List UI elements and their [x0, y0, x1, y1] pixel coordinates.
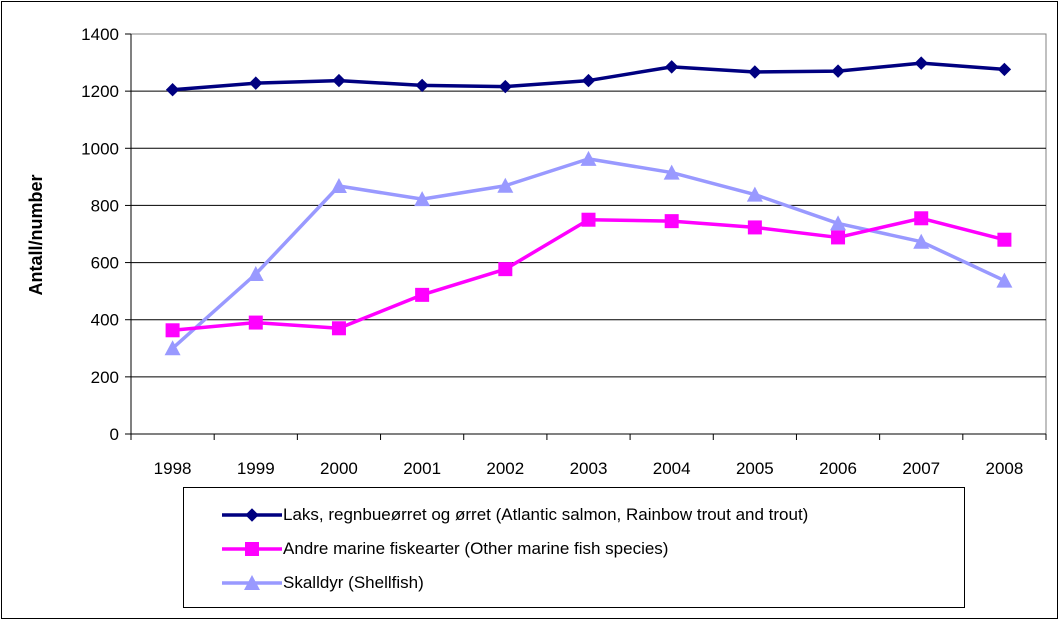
data-point: [830, 215, 847, 231]
data-point: [581, 73, 596, 88]
legend-marker: [245, 542, 259, 556]
data-point: [913, 233, 930, 249]
data-point: [247, 266, 264, 281]
data-point: [581, 212, 596, 227]
y-tick-label: 1200: [81, 82, 119, 101]
data-point: [497, 177, 514, 193]
legend-swatch: [222, 542, 282, 556]
y-tick-label: 400: [91, 311, 119, 330]
x-tick-label: 2001: [403, 459, 441, 478]
data-point: [332, 73, 346, 88]
data-point: [664, 60, 679, 74]
x-tick-label: 2002: [486, 459, 524, 478]
x-tick-label: 2006: [819, 459, 857, 478]
series-2: [165, 211, 1012, 338]
data-point: [663, 164, 680, 180]
legend: Laks, regnbueørret og ørret (Atlantic sa…: [183, 487, 965, 608]
series-line: [172, 216, 1005, 333]
x-tick-label: 2008: [985, 459, 1023, 478]
legend-swatch: [222, 508, 282, 522]
y-tick-label: 600: [91, 254, 119, 273]
data-point: [498, 79, 513, 94]
data-point: [165, 323, 180, 338]
y-tick-label: 200: [91, 368, 119, 387]
grid-layer: [130, 33, 1047, 435]
y-tick-label: 1000: [81, 139, 119, 158]
x-tick-label: 2005: [736, 459, 774, 478]
series-layer: [164, 56, 1013, 356]
data-point: [747, 220, 762, 235]
data-point: [498, 262, 513, 277]
data-point: [997, 62, 1012, 77]
legend-item: Laks, regnbueørret og ørret (Atlantic sa…: [184, 500, 964, 530]
data-point: [249, 76, 263, 90]
data-point: [165, 83, 180, 97]
data-point: [746, 186, 763, 202]
data-point: [415, 78, 429, 93]
data-point: [996, 272, 1013, 288]
plot-area: [130, 33, 1047, 435]
x-tick-label: 2004: [653, 459, 691, 478]
series-1: [165, 56, 1012, 97]
legend-item: Andre marine fiskearter (Other marine fi…: [184, 534, 964, 564]
legend-label: Laks, regnbueørret og ørret (Atlantic sa…: [283, 505, 809, 524]
legend-item: Skalldyr (Shellfish): [184, 568, 964, 598]
data-point: [831, 64, 845, 78]
legend-label: Skalldyr (Shellfish): [283, 573, 424, 592]
x-tick-label: 2003: [570, 459, 608, 478]
data-point: [330, 178, 347, 193]
data-point: [580, 150, 597, 166]
data-point: [748, 65, 762, 79]
axis-layer: 0 200 400 600 800 1000 1200 1400 1998 1999 2000 200…: [81, 25, 1047, 478]
y-tick-label: 1400: [81, 25, 119, 44]
data-point: [164, 340, 181, 356]
y-tick-label: 0: [110, 425, 119, 444]
legend-swatch: [222, 575, 282, 590]
data-point: [248, 315, 263, 330]
data-point: [831, 230, 846, 245]
data-point: [331, 321, 346, 336]
data-point: [414, 191, 431, 207]
data-point: [914, 211, 929, 226]
legend-marker: [245, 508, 259, 522]
legend-marker: [244, 575, 260, 590]
x-tick-label: 2000: [320, 459, 358, 478]
y-tick-label: 800: [91, 196, 119, 215]
legend-label: Andre marine fiskearter (Other marine fi…: [283, 539, 669, 558]
x-tick-label: 1999: [237, 459, 275, 478]
data-point: [997, 232, 1012, 247]
y-axis-label: Antall/number: [26, 174, 46, 295]
x-tick-label: 1998: [154, 459, 192, 478]
data-point: [415, 287, 430, 302]
data-point: [914, 56, 928, 70]
x-tick-label: 2007: [902, 459, 940, 478]
data-point: [664, 214, 679, 229]
